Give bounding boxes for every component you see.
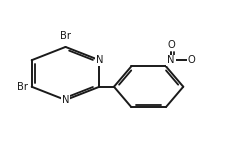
Text: N: N (167, 56, 175, 65)
Text: N: N (96, 55, 103, 65)
Text: Br: Br (17, 82, 28, 92)
Text: O: O (188, 56, 196, 65)
Text: O: O (167, 40, 175, 50)
Text: Br: Br (60, 31, 71, 41)
Text: N: N (62, 95, 69, 105)
